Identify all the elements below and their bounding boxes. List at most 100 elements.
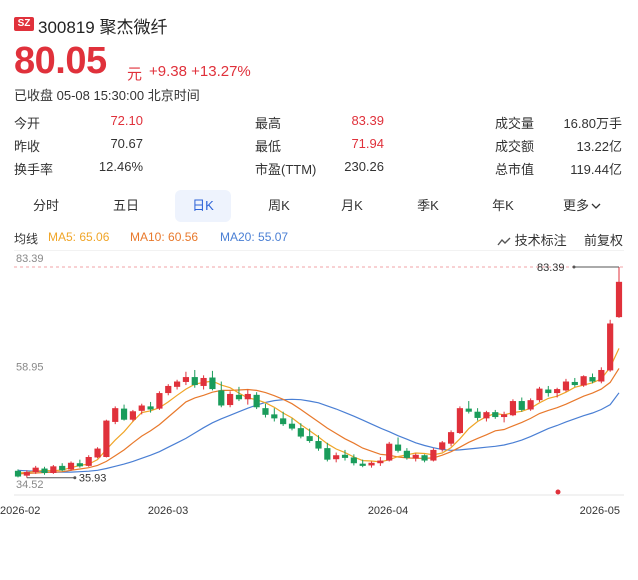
y-tick-label: 58.95 (16, 362, 44, 374)
ma5-legend: MA5: 65.06 (48, 230, 110, 244)
candle-body (200, 377, 207, 386)
max-marker-label: 83.39 (537, 262, 565, 274)
max-marker-dot (572, 265, 576, 269)
stat-label: 昨收 (14, 139, 41, 154)
candle-body (253, 394, 260, 408)
tab-5[interactable]: 季K (400, 190, 456, 222)
tab-label: 周K (268, 198, 290, 213)
candle-body (350, 457, 357, 464)
ma-label: 均线 (14, 232, 39, 246)
stock-title: 300819 聚杰微纤 (38, 13, 167, 38)
stat-value: 72.10 (110, 113, 143, 128)
candle-body (14, 470, 22, 477)
event-dot (555, 489, 561, 495)
candle-body (333, 455, 340, 460)
y-tick-label: 83.39 (16, 253, 44, 265)
candle-body (474, 411, 481, 418)
stat-value: 13.22亿 (576, 139, 622, 154)
candle-body (403, 450, 410, 458)
current-price: 80.05 (14, 40, 107, 82)
ma20-legend: MA20: 55.07 (220, 230, 289, 244)
candle-body (492, 412, 499, 418)
stock-code: 300819 (38, 18, 95, 37)
tab-7[interactable]: 更多 (554, 190, 610, 222)
x-tick-label: 2026-02 (0, 505, 40, 517)
candle-body (439, 442, 446, 450)
candle-body (315, 441, 322, 449)
candle-body (227, 393, 234, 406)
candle-body (112, 408, 119, 422)
candle-body (120, 408, 128, 420)
ma20-line (17, 392, 620, 473)
candle-body (386, 443, 393, 461)
candle-body (324, 448, 331, 460)
price-change: +9.38 +13.27% (149, 63, 251, 80)
stat-value: 16.80万手 (563, 116, 622, 131)
tab-label: 日K (192, 198, 214, 213)
candle-body (262, 408, 269, 415)
candle-body (50, 466, 57, 473)
candle-body (368, 462, 375, 466)
y-tick-label: 34.52 (16, 479, 44, 491)
tech-mark-button[interactable]: 技术标注 (497, 230, 567, 249)
candle-body (209, 377, 216, 390)
tab-label: 更多 (562, 198, 589, 213)
tab-0[interactable]: 分时 (18, 190, 74, 222)
candle-body (138, 405, 145, 411)
candle-body (67, 462, 75, 470)
candle-body (501, 414, 508, 418)
tab-1[interactable]: 五日 (98, 190, 154, 222)
x-tick-label: 2026-05 (580, 505, 620, 517)
tab-4[interactable]: 月K (324, 190, 380, 222)
change-amount: +9.38 (149, 63, 187, 80)
stock-name: 聚杰微纤 (99, 18, 168, 37)
candle-body (306, 436, 313, 442)
stat-value: 83.39 (351, 113, 384, 128)
candle-body (589, 377, 596, 382)
candle-body (94, 448, 101, 458)
ma10-line (17, 368, 620, 475)
stat-label: 换手率 (14, 162, 54, 177)
candle-body (536, 388, 543, 401)
change-percent: +13.27% (191, 63, 251, 80)
candle-body (447, 432, 455, 444)
tab-label: 分时 (32, 198, 59, 213)
x-tick-label: 2026-04 (368, 505, 408, 517)
stat-label: 最高 (255, 116, 282, 131)
tab-2[interactable]: 日K (175, 190, 231, 222)
min-marker-dot (73, 476, 77, 480)
candle-body (59, 465, 66, 471)
candle-body (103, 420, 110, 458)
adjust-button[interactable]: 前复权 (584, 233, 624, 248)
x-tick-label: 2026-03 (148, 505, 188, 517)
stat-label: 成交量 (495, 116, 535, 131)
candle-body (244, 393, 251, 400)
candle-body (218, 390, 225, 406)
candle-body (85, 457, 92, 466)
candle-body (288, 423, 296, 429)
candle-body (607, 323, 614, 371)
candle-body (341, 454, 349, 458)
candle-body (147, 406, 154, 410)
candle-body (165, 385, 172, 394)
tab-3[interactable]: 周K (251, 190, 307, 222)
candle-body (359, 463, 366, 466)
stat-value: 70.67 (110, 136, 143, 151)
candle-body (430, 449, 437, 461)
min-marker-label: 35.93 (79, 473, 107, 485)
price-unit: 元 (127, 66, 143, 83)
candle-body (32, 467, 39, 473)
candle-body (518, 401, 525, 410)
stat-label: 市盈(TTM) (255, 162, 317, 177)
tab-label: 季K (417, 198, 439, 213)
chevron-down-icon (591, 203, 601, 209)
candle-body (580, 376, 587, 386)
stat-label: 总市值 (495, 162, 535, 177)
candle-body (394, 444, 402, 451)
candle-body (76, 463, 83, 467)
tab-6[interactable]: 年K (475, 190, 531, 222)
tab-label: 五日 (112, 198, 139, 213)
candle-body (571, 381, 578, 386)
candle-body (598, 369, 605, 382)
kline-chart[interactable]: 83.39 58.95 34.52 83.39 35.93 2026-02 2026-03 2… (0, 250, 638, 530)
